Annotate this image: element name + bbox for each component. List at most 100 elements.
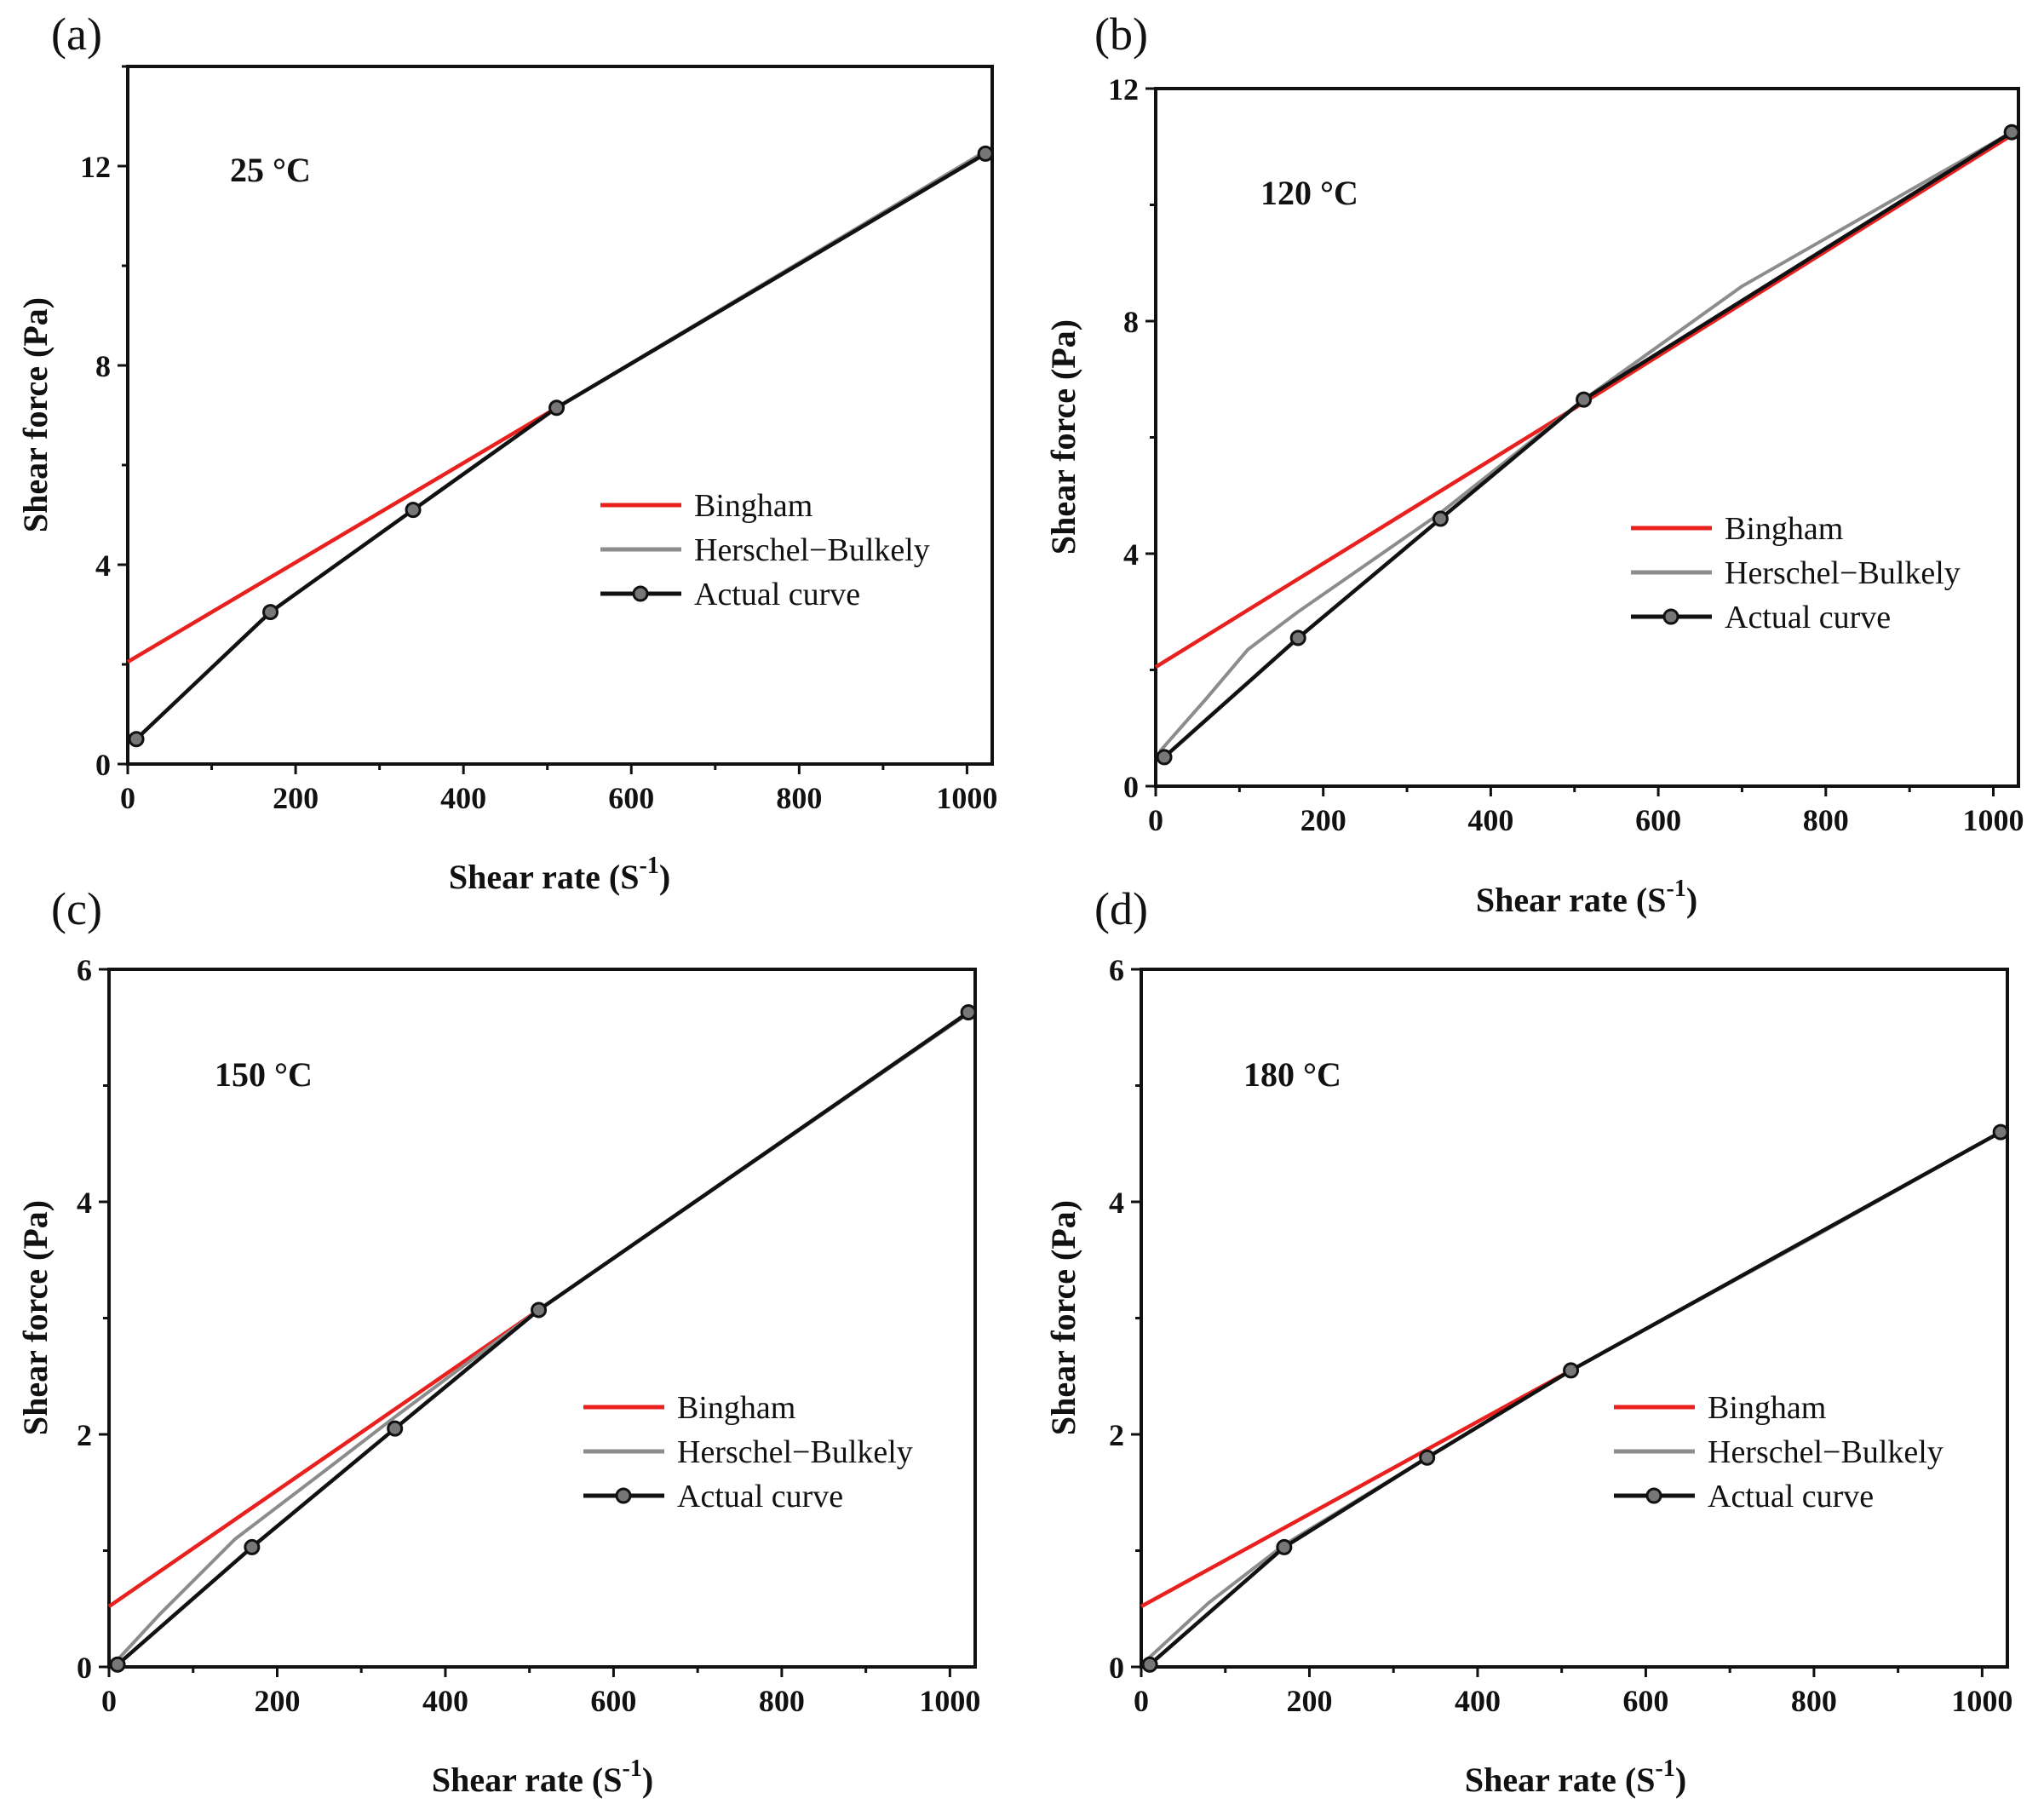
x-tick-label: 800 [776,781,822,815]
y-tick-label: 0 [1109,1651,1124,1685]
legend-label: Herschel−Bulkely [694,532,930,568]
series-line-actual-curve [1148,1130,2002,1666]
legend-label: Herschel−Bulkely [1725,555,1961,591]
y-tick-label: 12 [1108,72,1139,106]
actual-data-point [1432,510,1449,527]
y-axis-label: Shear force (Pa) [1044,319,1082,554]
actual-data-point [1156,749,1173,766]
temperature-annotation: 25 °C [230,151,311,189]
legend-label: Herschel−Bulkely [1708,1434,1944,1470]
legend-label: Herschel−Bulkely [677,1434,913,1470]
actual-data-point [1992,1123,2009,1141]
y-tick-label: 0 [1123,770,1139,804]
x-tick-label: 1000 [1962,803,2024,837]
panel-0: (a) 0 200 400 600 800 1000 0 4 8 12 Shear rate (S-1… [16,9,997,896]
series-line-herschel-bulkely [1144,1130,2002,1663]
x-tick-label: 400 [440,781,486,815]
x-tick-label: 0 [101,1684,117,1718]
y-tick-label: 4 [1109,1186,1124,1220]
series-line-bingham [1140,1368,1572,1608]
y-tick-label: 12 [80,150,111,184]
y-axis-label: Shear force (Pa) [16,1200,55,1435]
x-tick-label: 200 [254,1684,300,1718]
legend-marker [1662,608,1679,625]
x-axis-label: Shear rate (S-1) [432,1755,653,1799]
x-tick-label: 600 [590,1684,636,1718]
x-tick-label: 400 [1467,803,1513,837]
x-tick-label: 800 [759,1684,805,1718]
temperature-annotation: 180 °C [1243,1055,1341,1094]
y-tick-label: 4 [77,1186,92,1220]
y-tick-label: 0 [95,748,111,782]
x-axis-label: Shear rate (S-1) [1476,876,1697,919]
actual-data-point [1289,629,1306,646]
series-line-herschel-bulkely [1158,130,2013,753]
x-axis-label: Shear rate (S-1) [449,853,670,896]
x-tick-label: 800 [1791,1684,1837,1718]
actual-data-point [1563,1362,1580,1379]
actual-data-point [387,1420,404,1437]
y-tick-label: 2 [77,1418,92,1452]
actual-data-point [405,502,422,519]
panel-label: (a) [51,9,102,60]
x-tick-label: 600 [608,781,654,815]
actual-data-point [548,399,566,417]
x-tick-label: 600 [1622,1684,1668,1718]
x-tick-label: 800 [1803,803,1849,837]
y-tick-label: 4 [1123,537,1139,572]
legend-label: Actual curve [694,577,860,612]
x-tick-label: 1000 [919,1684,980,1718]
series-line-actual-curve [1163,130,2013,759]
actual-data-point [1419,1449,1436,1466]
actual-data-point [1576,391,1593,408]
x-tick-label: 0 [1134,1684,1149,1718]
x-tick-label: 0 [1148,803,1163,837]
y-tick-label: 0 [77,1651,92,1685]
y-tick-label: 8 [1123,305,1139,339]
legend-marker [615,1487,632,1504]
legend-marker [1645,1487,1662,1504]
panel-label: (b) [1094,9,1148,60]
x-tick-label: 1000 [936,781,997,815]
actual-data-point [1276,1538,1293,1555]
y-tick-label: 8 [95,349,111,383]
plot-frame [126,65,994,766]
series-line-herschel-bulkely [112,1012,970,1666]
series-line-bingham [126,405,558,664]
x-tick-label: 400 [1455,1684,1501,1718]
series-line-actual-curve [116,1010,970,1666]
legend-label: Bingham [1708,1390,1826,1426]
legend-label: Actual curve [1725,600,1891,635]
temperature-annotation: 150 °C [215,1055,313,1094]
x-tick-label: 200 [1300,803,1346,837]
actual-data-point [244,1538,261,1555]
actual-data-point [1141,1656,1158,1673]
actual-data-point [531,1301,548,1319]
x-tick-label: 200 [1286,1684,1332,1718]
temperature-annotation: 120 °C [1260,174,1358,212]
y-tick-label: 4 [95,549,111,583]
actual-data-point [977,145,994,162]
y-tick-label: 2 [1109,1418,1124,1452]
actual-data-point [2003,124,2020,141]
x-tick-label: 1000 [1951,1684,2012,1718]
panel-2: (c) 0 200 400 600 800 1000 0 2 4 6 Shear rate (S-1)… [16,883,980,1799]
actual-data-point [109,1656,126,1673]
panel-1: (b) 0 200 400 600 800 1000 0 4 8 12 Shear rate (S-1… [1044,9,2024,919]
x-tick-label: 600 [1635,803,1681,837]
legend-label: Actual curve [1708,1479,1874,1514]
legend-marker [632,585,649,602]
series-line-bingham [107,1308,540,1608]
panel-label: (c) [51,883,102,934]
legend-label: Actual curve [677,1479,843,1514]
legend-label: Bingham [677,1390,795,1426]
x-tick-label: 0 [120,781,135,815]
panel-label: (d) [1094,883,1148,934]
legend-label: Bingham [694,488,812,524]
legend-label: Bingham [1725,511,1843,547]
series-line-actual-curve [135,152,987,741]
x-tick-label: 400 [422,1684,468,1718]
x-axis-label: Shear rate (S-1) [1465,1755,1686,1799]
y-axis-label: Shear force (Pa) [16,297,55,532]
